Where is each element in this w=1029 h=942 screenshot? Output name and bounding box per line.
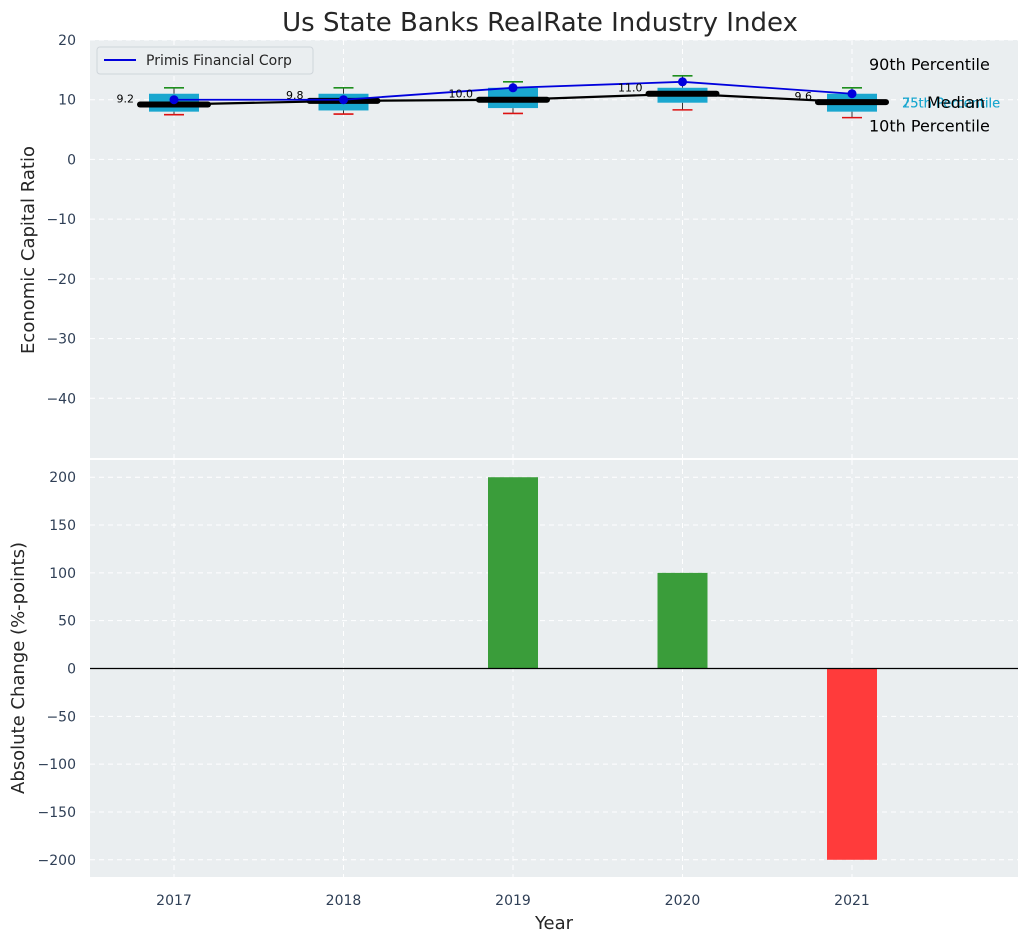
- median-value-labels: 9.2 9.8 10.0 11.0 9.6: [117, 82, 813, 106]
- bottom-y-tick-label: 100: [49, 566, 76, 582]
- bottom-y-tick-label: 150: [49, 518, 76, 534]
- annotation-p75: 75th Percentile: [902, 97, 1000, 112]
- change-bar: [657, 572, 708, 669]
- change-bar: [827, 668, 877, 860]
- legend-box: [96, 46, 314, 75]
- top-gridlines: [90, 39, 1018, 458]
- x-tick-label: 2021: [834, 893, 870, 909]
- median-value-label: 11.0: [618, 82, 643, 95]
- change-bar: [488, 477, 538, 669]
- company-point: [847, 89, 857, 99]
- bar-group: [488, 477, 877, 860]
- annotation-median: Median: [927, 93, 985, 112]
- top-y-tick-label: 0: [67, 152, 76, 168]
- bottom-y-tick-label: −200: [38, 853, 76, 869]
- bottom-y-tick-label: 50: [58, 614, 76, 630]
- median-value-label: 9.2: [117, 92, 135, 105]
- company-series-line: [169, 77, 857, 105]
- top-y-tick-label: 20: [58, 33, 76, 49]
- top-y-tick-label: −30: [46, 332, 76, 348]
- median-value-label: 10.0: [449, 88, 474, 101]
- legend-entry-primis: Primis Financial Corp: [146, 53, 292, 69]
- top-y-tick-labels: 20 10 0 −10 −20 −30 −40: [46, 33, 76, 407]
- x-axis-label: Year: [534, 913, 574, 934]
- bottom-y-tick-labels: 200 150 100 50 0 −50 −100 −150 −200: [38, 470, 76, 869]
- bottom-y-tick-label: 200: [49, 470, 76, 486]
- top-y-axis-label: Economic Capital Ratio: [18, 146, 39, 354]
- x-tick-label: 2019: [495, 893, 531, 909]
- annotation-p25: 25th Percentile: [902, 97, 1000, 112]
- x-tick-label: 2020: [665, 893, 701, 909]
- company-point: [508, 83, 518, 93]
- annotation-p10: 10th Percentile: [869, 117, 990, 136]
- bottom-y-tick-label: 0: [67, 662, 76, 678]
- top-y-tick-label: 10: [58, 93, 76, 109]
- median-trend-line: [173, 92, 853, 106]
- bottom-gridlines: [90, 460, 1018, 877]
- annotation-p90: 90th Percentile: [869, 55, 990, 74]
- median-value-label: 9.8: [286, 89, 304, 102]
- top-y-tick-label: −20: [46, 272, 76, 288]
- company-point: [169, 95, 179, 105]
- x-tick-label: 2017: [156, 893, 192, 909]
- median-value-label: 9.6: [795, 90, 813, 103]
- top-y-tick-label: −10: [46, 212, 76, 228]
- top-y-tick-label: −40: [46, 391, 76, 407]
- bottom-y-axis-label: Absolute Change (%-points): [8, 542, 29, 794]
- bottom-y-tick-label: −150: [38, 805, 76, 821]
- bottom-y-tick-label: −100: [38, 757, 76, 773]
- bottom-y-tick-label: −50: [46, 709, 76, 725]
- company-point: [678, 77, 687, 87]
- x-tick-labels: 2017 2018 2019 2020 2021: [156, 893, 870, 909]
- company-point: [339, 95, 348, 105]
- legend: Primis Financial Corp: [96, 46, 314, 75]
- median-polyline: [173, 92, 853, 106]
- x-tick-label: 2018: [326, 893, 362, 909]
- chart-title: Us State Banks RealRate Industry Index: [282, 8, 798, 38]
